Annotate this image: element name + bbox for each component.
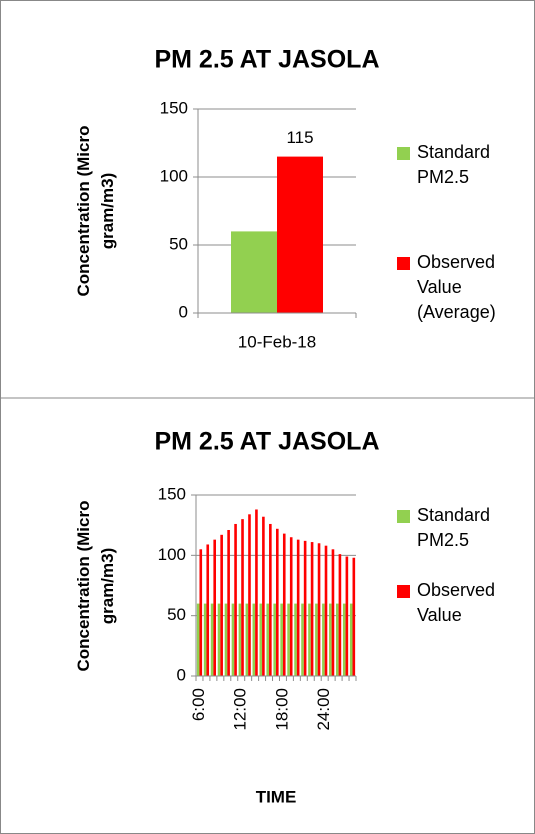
bar [224,603,228,676]
bar [349,603,353,676]
bar [234,523,237,676]
bar [231,231,277,313]
bar [241,519,244,676]
x-tick-label: 18:00 [272,688,291,731]
bar [227,529,230,676]
legend-swatch [397,510,410,523]
bar [331,549,335,676]
x-tick-label: 12:00 [231,688,250,731]
bar [196,603,200,676]
bar [310,542,314,676]
legend-label: Observed Value (Average) [417,252,496,322]
x-tick-label: 24:00 [314,688,333,731]
bar [345,556,349,676]
bar [329,603,332,676]
bar [252,603,256,676]
legend-label: Standard PM2.5 [417,505,491,550]
bar [248,514,251,676]
bar [277,156,323,313]
bar [301,603,304,676]
bar [210,603,214,676]
bar [317,543,321,676]
bar [206,544,210,676]
legend-label: Standard PM2.5 [417,142,491,187]
data-label: 115 [286,128,313,147]
bar [217,603,221,676]
y-tick-label: 150 [160,98,188,117]
y-tick-label: 100 [160,166,188,185]
bar [315,603,318,676]
bar [273,603,276,676]
y-axis-title: Concentration (Micro gram/m3) [74,125,117,297]
bar [282,533,286,676]
y-tick-label: 100 [158,545,186,564]
bar [276,528,279,676]
bar [322,603,325,676]
bar [289,537,293,676]
y-axis-title: Concentration (Micro gram/m3) [74,500,117,671]
bar [262,516,265,676]
bar [308,603,311,676]
bar [266,603,270,676]
bar [220,534,223,676]
y-tick-label: 0 [179,302,188,321]
bar [231,603,235,676]
bar [269,523,272,676]
bar [245,603,249,676]
y-tick-label: 50 [169,234,188,253]
y-tick-label: 150 [158,484,186,503]
bar [255,509,258,676]
legend-swatch [397,257,410,270]
bar [238,603,242,676]
legend-swatch [397,147,410,160]
bar [303,540,307,676]
bar [342,603,346,676]
legend-label: Observed Value [417,580,496,625]
bar [336,603,339,676]
x-tick-label: 6:00 [189,688,208,721]
bar [259,603,263,676]
bar [338,554,342,676]
bar [294,603,297,676]
x-axis-title: TIME [256,787,297,806]
bar [296,539,300,676]
x-tick-label: 10-Feb-18 [238,332,316,351]
bar [324,545,328,676]
bar [213,539,216,676]
legend-swatch [397,585,410,598]
bar [203,603,207,676]
bar [199,549,203,676]
chart-title: PM 2.5 AT JASOLA [154,428,379,456]
y-tick-label: 0 [177,665,186,684]
bar [287,603,290,676]
bar [280,603,283,676]
y-tick-label: 50 [167,605,186,624]
bar [352,557,356,676]
chart-title: PM 2.5 AT JASOLA [154,46,379,74]
